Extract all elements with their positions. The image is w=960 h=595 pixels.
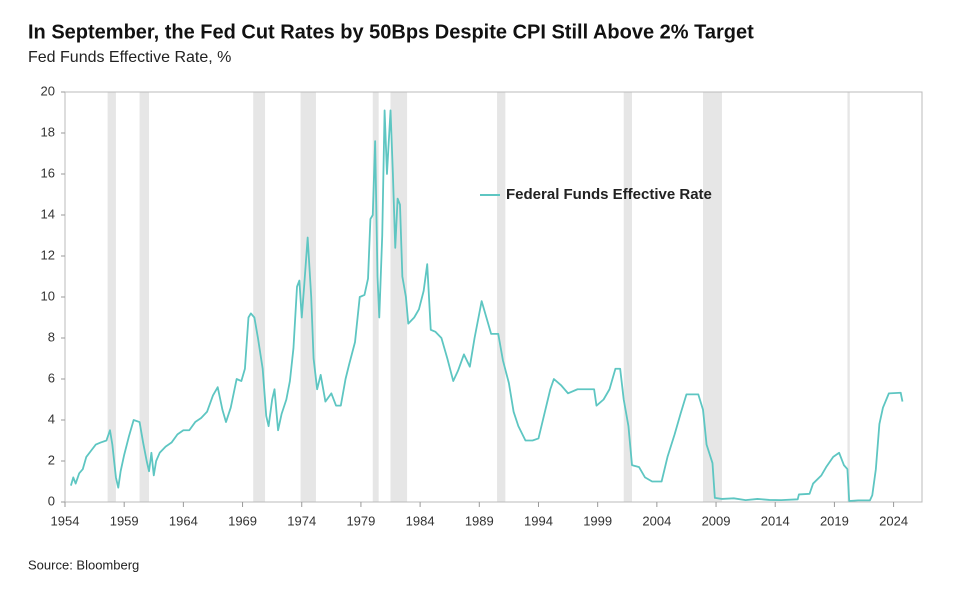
y-tick-label: 10 <box>41 288 55 303</box>
x-tick-label: 1964 <box>169 513 198 528</box>
chart-title: In September, the Fed Cut Rates by 50Bps… <box>28 21 754 43</box>
x-tick-label: 1994 <box>524 513 553 528</box>
recession-band <box>300 92 316 502</box>
x-tick-label: 1954 <box>51 513 80 528</box>
x-tick-label: 1979 <box>346 513 375 528</box>
chart-subtitle: Fed Funds Effective Rate, % <box>28 49 231 66</box>
recession-band <box>253 92 266 502</box>
recession-band <box>623 92 632 502</box>
y-tick-label: 12 <box>41 247 55 262</box>
recession-band <box>497 92 506 502</box>
series-line <box>70 109 904 502</box>
y-tick-label: 20 <box>41 83 55 98</box>
y-tick-label: 14 <box>41 206 55 221</box>
x-tick-label: 1989 <box>465 513 494 528</box>
x-tick-label: 2009 <box>702 513 731 528</box>
x-tick-label: 1999 <box>583 513 612 528</box>
recession-band <box>390 92 408 502</box>
x-tick-label: 2024 <box>879 513 908 528</box>
recession-band <box>847 92 850 502</box>
y-tick-label: 2 <box>48 452 55 467</box>
x-tick-label: 2019 <box>820 513 849 528</box>
legend-label: Federal Funds Effective Rate <box>506 186 712 203</box>
x-tick-label: 1974 <box>287 513 316 528</box>
x-tick-label: 2004 <box>642 513 671 528</box>
y-tick-label: 4 <box>48 411 55 426</box>
x-tick-label: 1959 <box>110 513 139 528</box>
recession-band <box>703 92 722 502</box>
y-tick-label: 0 <box>48 493 55 508</box>
plot-frame <box>64 91 923 503</box>
x-tick-label: 1984 <box>406 513 435 528</box>
x-tick-label: 1969 <box>228 513 257 528</box>
y-tick-label: 16 <box>41 165 55 180</box>
x-tick-label: 2014 <box>761 513 790 528</box>
recession-band <box>139 92 150 502</box>
y-tick-label: 8 <box>48 329 55 344</box>
y-tick-label: 18 <box>41 124 55 139</box>
recession-band <box>107 92 116 502</box>
y-tick-label: 6 <box>48 370 55 385</box>
recession-band <box>372 92 379 502</box>
source-note: Source: Bloomberg <box>28 557 139 572</box>
